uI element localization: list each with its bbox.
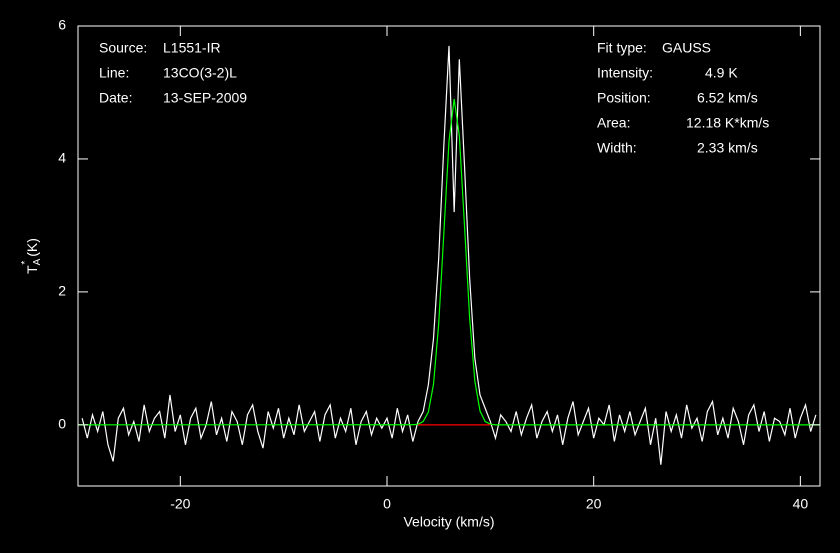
x-axis-label: Velocity (km/s) — [403, 514, 494, 530]
x-tick-label: 20 — [586, 496, 602, 512]
y-axis-label: TA*(K) — [20, 238, 43, 274]
x-tick-label: -20 — [170, 496, 190, 512]
annotation-value: 6.52 km/s — [697, 90, 758, 106]
annotation-value: L1551-IR — [163, 40, 221, 56]
annotation-value: 2.33 km/s — [697, 140, 758, 156]
annotation-value: GAUSS — [662, 40, 711, 56]
annotation-label: Position: — [597, 90, 651, 106]
x-tick-label: 40 — [793, 496, 809, 512]
y-tick-label: 6 — [58, 17, 66, 33]
annotation-label: Fit type: — [597, 40, 647, 56]
annotation-label: Line: — [99, 65, 129, 81]
y-tick-label: 2 — [58, 283, 66, 299]
annotation-value: 13-SEP-2009 — [163, 90, 247, 106]
annotation-label: Date: — [99, 90, 132, 106]
annotation-value: 12.18 K*km/s — [686, 115, 769, 131]
spectrum-line — [81, 45, 817, 465]
annotation-value: 13CO(3-2)L — [163, 65, 237, 81]
spectrum-line — [77, 99, 820, 426]
plot-frame — [77, 25, 821, 487]
annotation-value: 4.9 K — [705, 65, 738, 81]
annotation-label: Intensity: — [597, 65, 653, 81]
annotation-label: Source: — [99, 40, 147, 56]
annotation-label: Area: — [597, 115, 630, 131]
y-tick-label: 4 — [58, 150, 66, 166]
y-tick-label: 0 — [58, 416, 66, 432]
x-tick-label: 0 — [383, 496, 391, 512]
annotation-label: Width: — [597, 140, 637, 156]
